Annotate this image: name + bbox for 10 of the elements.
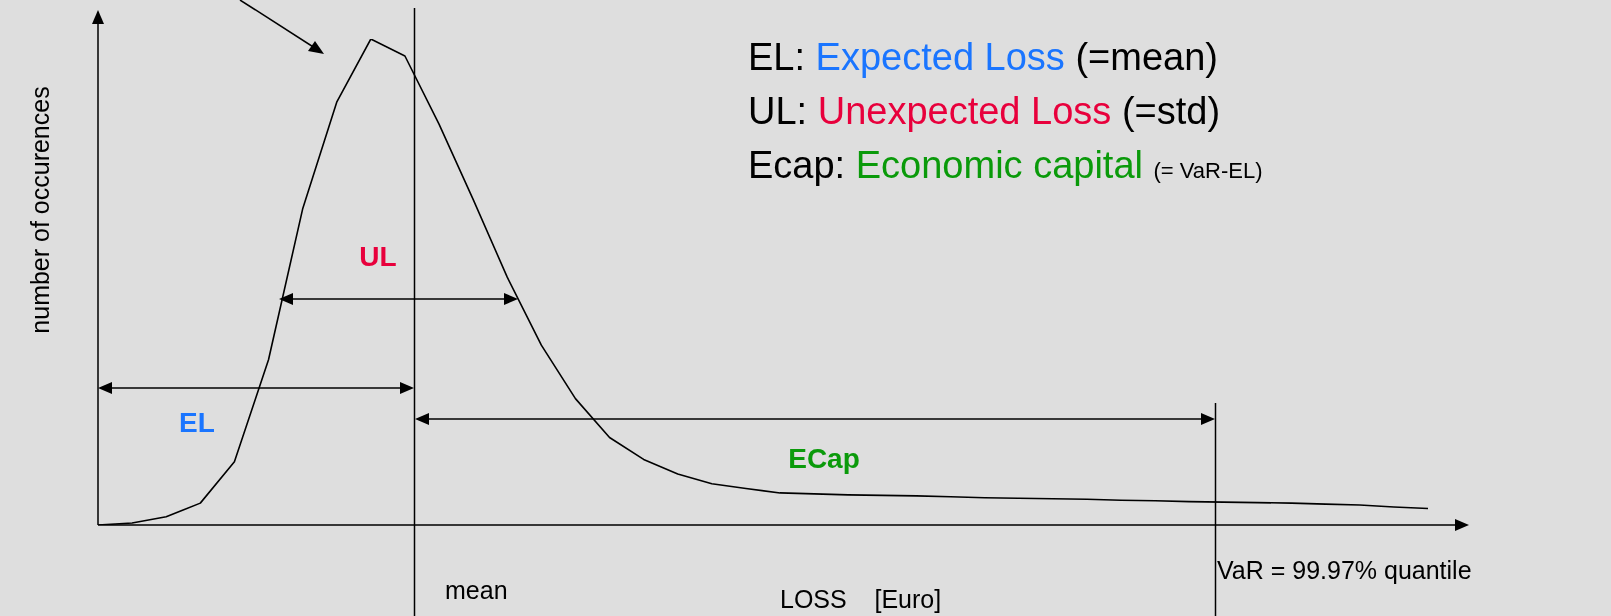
x-axis-title: LOSS [Euro] (780, 585, 942, 614)
annotation: Ecap: Economic capital (= VaR-EL) (748, 144, 1263, 186)
text: VaR = 99.97% quantile (1217, 556, 1472, 584)
annotation: EL (179, 407, 215, 438)
annotation: ECap (788, 443, 860, 474)
annotation: UL (359, 241, 397, 272)
text: mean (445, 576, 508, 604)
annotation: EL: Expected Loss (=mean) (748, 36, 1218, 78)
annotation: UL: Unexpected Loss (=std) (748, 90, 1221, 132)
y-axis-title: number of occurences (25, 86, 55, 334)
